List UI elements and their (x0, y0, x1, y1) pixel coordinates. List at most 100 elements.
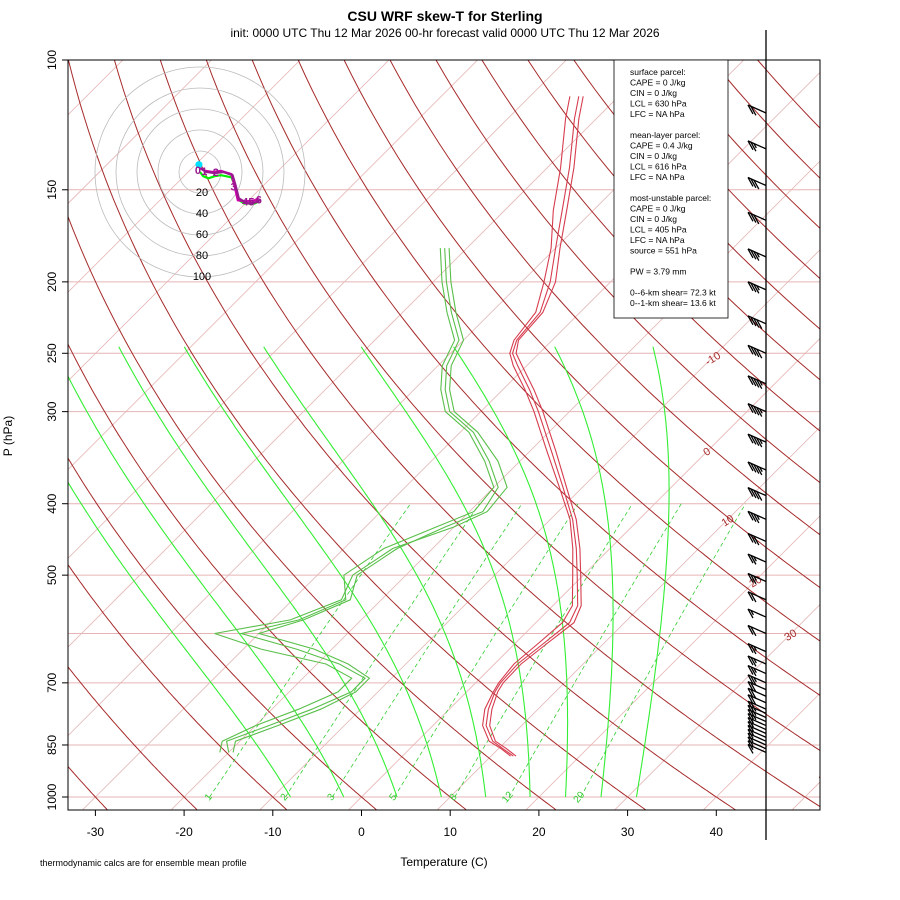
sounding-traces (214, 96, 584, 757)
stats-line: most-unstable parcel: (630, 193, 711, 203)
wind-barb (747, 572, 767, 585)
mixing-ratio-label: 1 (203, 792, 215, 804)
wind-barb-half-flag (753, 677, 757, 683)
moist-adiabat-23 (453, 346, 569, 798)
isotherm--10 (259, 249, 820, 810)
wind-barb-flag (750, 626, 757, 637)
dry-adiabat-180 (756, 60, 820, 129)
wind-barb (747, 664, 767, 677)
dewpoint-trace-2 (225, 248, 495, 753)
wind-barb-half-flag (750, 610, 754, 616)
dry-adiabat-110 (435, 60, 820, 484)
stats-line: LFC = NA hPa (630, 172, 685, 182)
wind-barb-flag (747, 740, 754, 751)
wind-barb-half-flag (759, 439, 763, 445)
isotherm--50 (68, 60, 656, 648)
wind-barb-flag (750, 105, 757, 116)
dry-adiabat-20 (68, 215, 558, 810)
dry-adiabat-100 (389, 60, 820, 536)
wind-barb (747, 140, 767, 152)
stats-line: LFC = NA hPa (630, 109, 685, 119)
mixing-ratio-label: 3 (325, 792, 337, 804)
wind-barb-half-flag (759, 408, 763, 414)
wind-barb-flag (750, 534, 757, 545)
pressure-axis: 1000 850 700 500 400 300 250 200 150 100 (45, 50, 68, 810)
wind-barb (747, 687, 767, 699)
dry-adiabat-10 (68, 343, 468, 810)
wind-barb (747, 344, 767, 359)
p-tick-label: 300 (45, 401, 59, 421)
hodograph-height-label: 3 (231, 182, 237, 194)
wind-barb-flag (750, 512, 757, 522)
wind-barb-flag (747, 674, 754, 685)
mixing-ratio-line-3 (332, 503, 523, 798)
mixing-ratio-label: 8 (448, 792, 460, 804)
temperature-trace-1 (485, 96, 580, 757)
wind-barb (747, 700, 767, 712)
temperature-trace-3 (489, 96, 584, 757)
moist-adiabat-19 (360, 346, 531, 797)
mixing-ratio-line-20 (580, 503, 746, 798)
wind-barb-flag (747, 375, 754, 386)
isotherm-30 (614, 604, 820, 810)
p-tick-label: 250 (45, 343, 59, 363)
stats-line: LFC = NA hPa (630, 235, 685, 245)
dry-adiabat-130 (527, 60, 820, 381)
wind-barb-flag (756, 319, 763, 330)
mixing-ratio-label: 12 (500, 789, 516, 805)
stats-box-frame (613, 59, 729, 319)
x-tick-label: -30 (87, 825, 105, 839)
wind-barb-flag (747, 104, 754, 115)
x-tick-label: -20 (175, 825, 193, 839)
wind-barb-half-flag (753, 143, 757, 149)
stats-line: source = 551 hPa (630, 246, 697, 256)
y-axis-label: P (hPa) (1, 416, 15, 456)
hodograph: 20 40 60 80 100 0 1 234 5 6 (94, 66, 306, 283)
wind-barb-half-flag (753, 667, 757, 673)
wind-barb-flag (753, 284, 760, 294)
wind-barb-flag (747, 729, 754, 739)
wind-barb-flag (747, 721, 754, 731)
moist-adiabat-14 (263, 346, 487, 798)
wind-barb-flag (750, 695, 757, 706)
wind-barb-flag (756, 348, 763, 359)
wind-barb-flag (747, 736, 754, 747)
moist-adiabat-9 (183, 346, 442, 798)
wind-barb-flag (753, 513, 760, 524)
wind-barb-flag (750, 462, 757, 473)
stats-line: PW = 3.79 mm (630, 267, 686, 277)
x-tick-label: 0 (358, 825, 365, 839)
hodograph-trace-purple (200, 167, 261, 205)
adiabat-labels: -10 0 10 20 30 40 50 (701, 350, 820, 787)
wind-barb (747, 211, 767, 225)
wind-barb-flag (750, 555, 757, 565)
wind-barb-flag (753, 179, 760, 190)
isotherm--110 (68, 60, 124, 116)
dry-adiabat-60 (205, 60, 820, 752)
wind-barb-flag (753, 464, 760, 474)
wind-barb-flag (750, 249, 757, 260)
wind-barb-half-flag (753, 556, 757, 562)
moist-adiabat--8 (68, 481, 291, 798)
wind-barb-flag (747, 315, 754, 326)
isotherm--70 (68, 60, 479, 471)
wind-barb-flag (747, 705, 754, 715)
stats-line: LCL = 405 hPa (630, 225, 687, 235)
wind-barb-flag (747, 573, 754, 583)
dry-adiabat-80 (297, 60, 820, 642)
wind-barb-flag (747, 403, 754, 413)
wind-barb-flag (747, 533, 754, 543)
wind-barb (747, 487, 767, 501)
dry-adiabat-40 (113, 60, 737, 810)
wind-barb-flag (747, 655, 754, 666)
wind-barb-flag (753, 535, 760, 546)
wind-barb-flag (750, 376, 757, 387)
wind-barb-half-flag (753, 645, 757, 652)
p-tick-label: 1000 (45, 783, 59, 810)
p-tick-label: 700 (45, 673, 59, 693)
dry-adiabat-label: 10 (720, 513, 737, 530)
hodograph-height-label: 0 (195, 165, 201, 177)
mixing-ratio-label: 2 (279, 792, 291, 804)
wind-barb-flag (747, 433, 754, 444)
